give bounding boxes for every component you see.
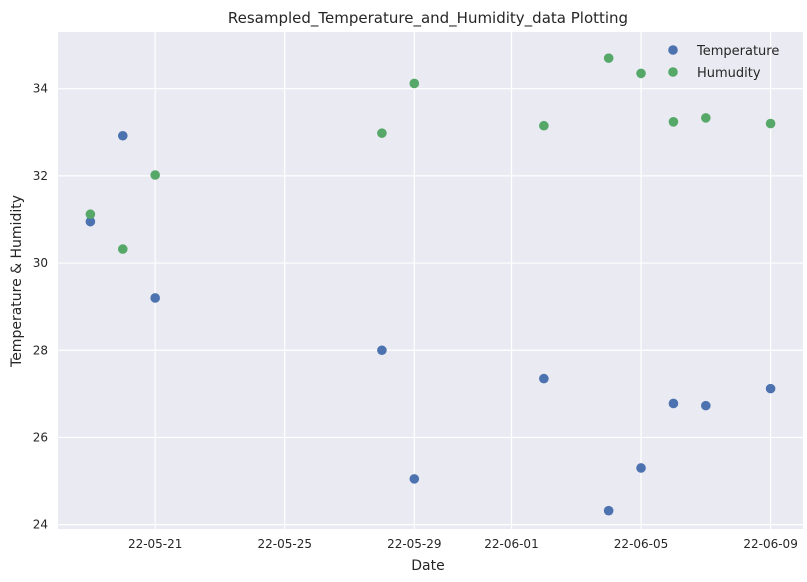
humidity-point bbox=[636, 68, 646, 79]
humidity-point bbox=[701, 113, 711, 123]
legend-label-temperature: Temperature bbox=[696, 44, 779, 59]
temperature-point bbox=[377, 345, 387, 356]
y-tick-label: 28 bbox=[33, 343, 48, 357]
x-tick-label: 22-05-29 bbox=[387, 537, 441, 551]
legend: Temperature Humudity bbox=[668, 44, 779, 81]
data-points bbox=[85, 53, 776, 516]
x-tick-label: 22-06-01 bbox=[484, 537, 538, 551]
temperature-point bbox=[539, 373, 549, 384]
y-tick-label: 26 bbox=[33, 430, 48, 444]
y-tick-label: 30 bbox=[33, 256, 48, 270]
legend-marker-temperature bbox=[668, 45, 678, 55]
temperature-point bbox=[85, 216, 96, 227]
x-tick-label: 22-06-09 bbox=[743, 537, 797, 551]
humidity-point bbox=[539, 120, 549, 131]
y-axis-label: Temperature & Humidity bbox=[9, 195, 25, 368]
x-tick-label: 22-05-21 bbox=[128, 537, 182, 551]
humidity-point bbox=[765, 118, 776, 129]
humidity-point bbox=[603, 53, 614, 63]
x-axis-label: Date bbox=[411, 558, 444, 574]
y-tick-label: 34 bbox=[33, 82, 48, 96]
humidity-point bbox=[377, 128, 387, 138]
chart-title: Resampled_Temperature_and_Humidity_data … bbox=[228, 9, 628, 28]
humidity-point bbox=[117, 244, 128, 254]
temperature-point bbox=[668, 398, 679, 409]
legend-label-humidity: Humudity bbox=[697, 66, 761, 81]
humidity-point bbox=[150, 170, 160, 180]
humidity-point bbox=[668, 117, 679, 127]
plot-area bbox=[58, 32, 803, 529]
temperature-point bbox=[636, 463, 646, 473]
temperature-point bbox=[765, 383, 776, 394]
x-tick-label: 22-06-05 bbox=[614, 537, 668, 551]
x-tick-label: 22-05-25 bbox=[258, 537, 312, 551]
temperature-point bbox=[701, 400, 711, 411]
humidity-point bbox=[409, 78, 420, 89]
grid-lines bbox=[58, 32, 803, 529]
temperature-point bbox=[409, 474, 420, 484]
temperature-point bbox=[603, 505, 614, 516]
y-tick-label: 24 bbox=[33, 518, 48, 532]
tick-labels: 22-05-21 22-05-25 22-05-29 22-06-01 22-06-05… bbox=[33, 82, 798, 551]
humidity-point bbox=[85, 209, 96, 220]
temperature-point bbox=[117, 130, 128, 141]
legend-marker-humidity bbox=[668, 67, 678, 77]
y-tick-label: 32 bbox=[33, 169, 48, 183]
temperature-point bbox=[150, 293, 160, 303]
